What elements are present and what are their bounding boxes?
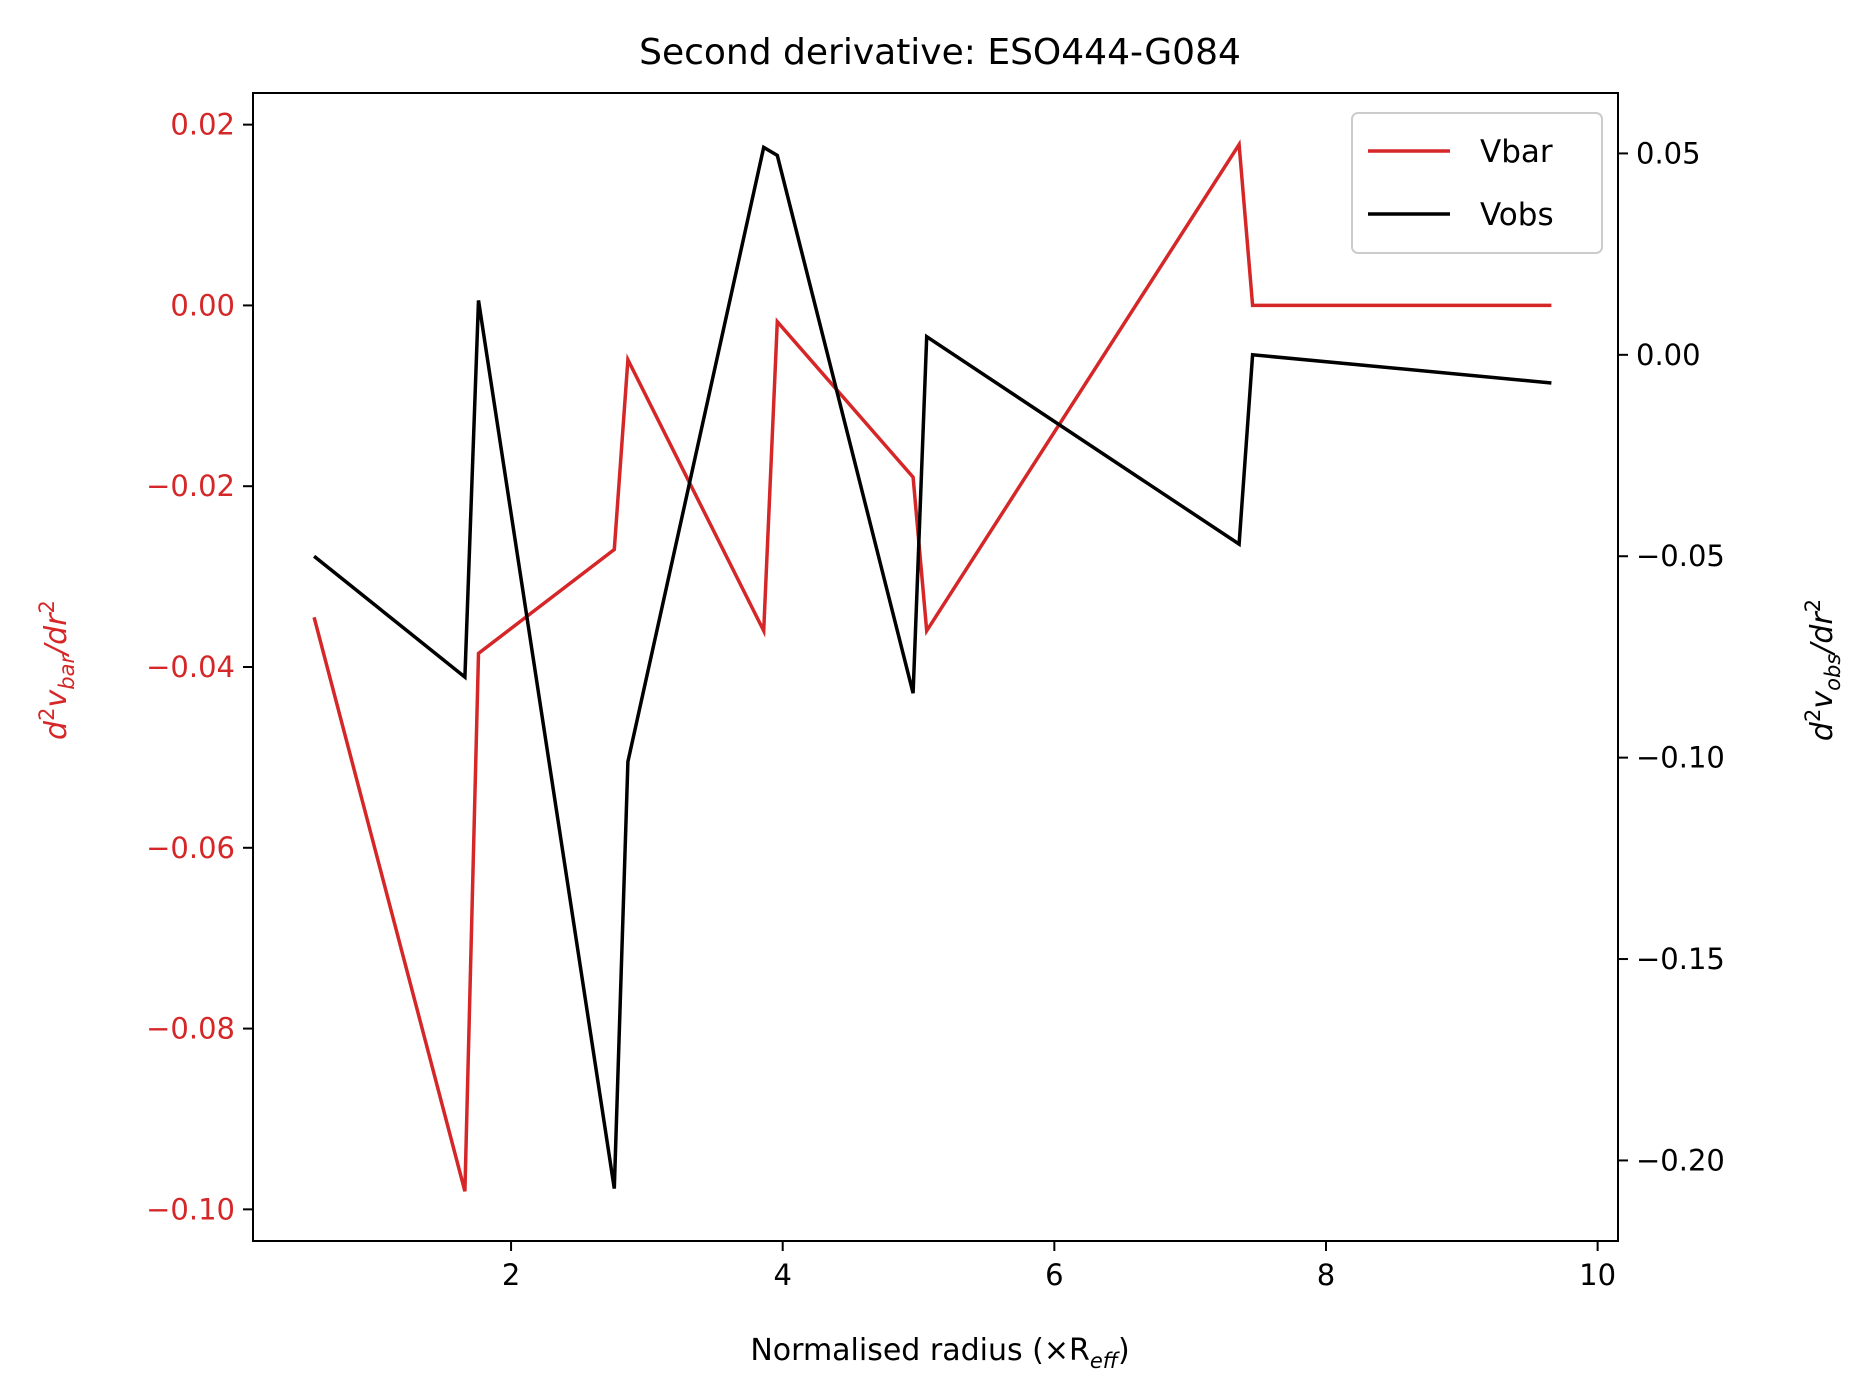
x-tick-label: 10: [1579, 1258, 1616, 1292]
series-line-vobs: [313, 144, 1552, 1189]
x-axis-title-sub: eff: [1090, 1349, 1121, 1373]
y-right-tick-label: −0.20: [1636, 1143, 1725, 1177]
legend-label-vobs: Vobs: [1480, 197, 1554, 233]
y-left-sup1: 2: [35, 708, 59, 721]
x-axis-title-close: ): [1118, 1333, 1130, 1368]
y-left-tick-label: 0.00: [170, 288, 235, 322]
y-left-tick-label: −0.10: [146, 1192, 235, 1226]
x-tick-label: 4: [773, 1258, 791, 1292]
y-right-tick-label: −0.15: [1636, 942, 1725, 976]
series-line-vbar: [312, 139, 1552, 1192]
y-left-sup2: 2: [35, 600, 59, 613]
y-left-tick-label: −0.06: [146, 831, 235, 865]
y-right-tick-label: −0.10: [1636, 741, 1725, 775]
y-axis-left-title: d2vbar/dr2: [35, 600, 79, 740]
y-left-v: v: [39, 689, 74, 708]
y-right-tick-label: 0.05: [1636, 136, 1701, 170]
y-right-sup2: 2: [1801, 599, 1825, 612]
y-axis-left: 0.02 0.00 −0.02 −0.04 −0.06 −0.08 −0.10: [146, 108, 253, 1226]
legend-box: [1351, 112, 1603, 254]
x-tick-label: 8: [1317, 1258, 1335, 1292]
x-tick-label: 6: [1045, 1258, 1063, 1292]
y-axis-right: 0.05 0.00 −0.05 −0.10 −0.15 −0.20: [1618, 136, 1725, 1177]
y-left-tick-label: −0.04: [146, 650, 235, 684]
y-left-tick-label: −0.08: [146, 1012, 235, 1046]
y-left-sub: bar: [55, 654, 79, 690]
y-left-mid: /dr: [39, 612, 74, 658]
y-axis-right-title: d2vobs/dr2: [1801, 599, 1845, 741]
legend: Vbar Vobs: [1351, 112, 1603, 254]
x-axis-title: Normalised radius (×Reff): [750, 1333, 1129, 1373]
y-left-tick-label: −0.02: [146, 469, 235, 503]
legend-label-vbar: Vbar: [1480, 134, 1553, 170]
y-left-tick-label: 0.02: [170, 108, 235, 142]
y-right-mid: /dr: [1805, 611, 1840, 657]
y-left-d: d: [39, 720, 74, 740]
chart-title: Second derivative: ESO444-G084: [639, 32, 1241, 73]
y-right-tick-label: 0.00: [1636, 338, 1701, 372]
x-axis-title-main: Normalised radius (×R: [750, 1333, 1090, 1368]
y-right-sub: obs: [1821, 654, 1845, 691]
plot-lines: [312, 139, 1552, 1192]
y-right-v: v: [1805, 690, 1840, 709]
y-right-d: d: [1805, 721, 1840, 741]
y-right-sup1: 2: [1801, 709, 1825, 722]
x-axis: 2 4 6 8 10: [502, 1241, 1616, 1292]
x-tick-label: 2: [502, 1258, 520, 1292]
y-right-tick-label: −0.05: [1636, 539, 1725, 573]
